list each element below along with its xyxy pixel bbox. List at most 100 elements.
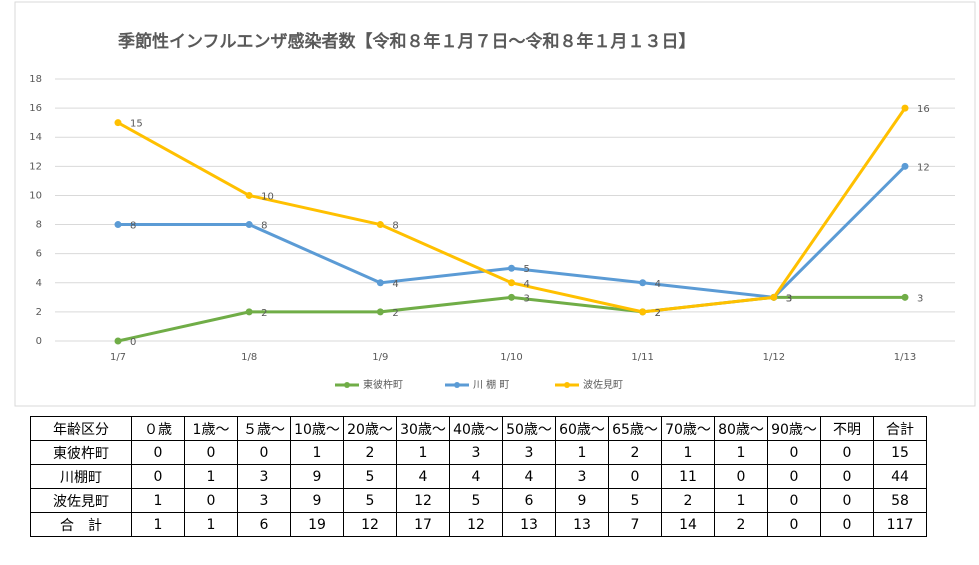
point-marker — [114, 337, 122, 345]
y-tick-label: 2 — [36, 307, 42, 318]
table-cell: 0 — [767, 512, 821, 537]
x-tick-label: 1/8 — [241, 352, 257, 363]
table-cell: 10歳～ — [290, 416, 344, 441]
y-tick-label: 8 — [36, 220, 42, 231]
point-marker — [508, 264, 515, 272]
data-label: 10 — [261, 191, 274, 202]
data-label: 3 — [786, 293, 792, 304]
table-cell: ５歳～ — [237, 416, 291, 441]
table-cell: 50歳～ — [502, 416, 556, 441]
point-marker — [114, 221, 122, 229]
table-cell: 1 — [396, 440, 450, 465]
legend-marker — [344, 382, 350, 388]
table-cell: 0 — [820, 440, 874, 465]
table-cell: ０歳 — [131, 416, 185, 441]
table-header: 年齢区分 ０歳 1歳～ ５歳～ 10歳～ 20歳～ 30歳～ 40歳～ 50歳～ 60歳～ 65歳～… — [30, 416, 927, 441]
table-cell: 0 — [184, 440, 238, 465]
data-label: 3 — [786, 293, 792, 304]
data-label: 0 — [130, 337, 136, 348]
table-cell: 30歳～ — [396, 416, 450, 441]
table-cell: 3 — [237, 464, 291, 489]
table-cell: 40歳～ — [449, 416, 503, 441]
table-cell: 12 — [396, 488, 450, 513]
table-cell: 5 — [449, 488, 503, 513]
table-cell: 4 — [502, 464, 556, 489]
x-tick-label: 1/10 — [500, 352, 522, 363]
table-cell: 14 — [661, 512, 715, 537]
data-label: 16 — [917, 104, 930, 115]
table-cell: 13 — [502, 512, 556, 537]
table-cell: 不明 — [820, 416, 874, 441]
table-cell: 6 — [237, 512, 291, 537]
table-cell: 9 — [555, 488, 609, 513]
table-row: 東彼杵町 0 0 0 1 2 1 3 3 1 2 1 1 0 0 15 — [30, 440, 927, 465]
table-cell: 1 — [290, 440, 344, 465]
legend-marker — [454, 382, 460, 388]
table-cell: 1 — [131, 488, 185, 513]
table-cell: 0 — [767, 464, 821, 489]
x-tick-label: 1/11 — [631, 352, 653, 363]
table-cell: 0 — [237, 440, 291, 465]
point-marker — [508, 279, 515, 287]
data-label: 15 — [130, 119, 143, 130]
y-tick-label: 16 — [29, 103, 42, 114]
point-marker — [901, 104, 909, 112]
table-cell: 80歳～ — [714, 416, 768, 441]
data-label: 4 — [524, 279, 530, 290]
table-cell: 1 — [555, 440, 609, 465]
point-marker — [245, 191, 253, 199]
table-cell: 60歳～ — [555, 416, 609, 441]
table-cell: 2 — [714, 512, 768, 537]
table-cell: 5 — [343, 464, 397, 489]
table-cell: 3 — [502, 440, 556, 465]
table-cell: 5 — [343, 488, 397, 513]
y-tick-label: 6 — [36, 249, 42, 260]
table-cell: 1歳～ — [184, 416, 238, 441]
data-label: 3 — [524, 293, 530, 304]
table-cell: 20歳～ — [343, 416, 397, 441]
point-marker — [114, 119, 122, 127]
table-cell: 0 — [131, 464, 185, 489]
table-row: 合 計 1 1 6 19 12 17 12 13 13 7 14 2 0 0 117 — [30, 512, 927, 537]
data-label: 12 — [917, 162, 930, 173]
table-cell: 2 — [661, 488, 715, 513]
table-cell: 0 — [820, 488, 874, 513]
data-label: 5 — [524, 264, 530, 275]
table-row: 川棚町 0 1 3 9 5 4 4 4 3 0 11 0 0 0 44 — [30, 464, 927, 489]
table-cell: 12 — [449, 512, 503, 537]
chart-frame — [14, 1, 976, 407]
table-cell: 13 — [555, 512, 609, 537]
table-cell: 2 — [608, 440, 662, 465]
table-cell: 58 — [873, 488, 927, 513]
table-cell: 川棚町 — [30, 464, 132, 489]
table-cell: 9 — [290, 488, 344, 513]
data-label: 8 — [392, 221, 398, 232]
legend-label: 波佐見町 — [583, 378, 623, 391]
chart: 季節性インフルエンザ感染者数【令和８年１月７日～令和８年１月１３日】 0 2 4 6 8… — [14, 1, 976, 407]
table-cell: 17 — [396, 512, 450, 537]
point-marker — [376, 308, 384, 316]
data-label: 8 — [130, 221, 136, 232]
table-cell: 4 — [449, 464, 503, 489]
y-tick-label: 14 — [29, 132, 42, 143]
table-cell: 6 — [502, 488, 556, 513]
x-tick-label: 1/7 — [110, 352, 126, 363]
table-cell: 4 — [396, 464, 450, 489]
point-marker — [901, 162, 909, 170]
table-cell: 3 — [449, 440, 503, 465]
table-cell: 1 — [714, 488, 768, 513]
point-marker — [245, 221, 253, 229]
data-label: 3 — [786, 293, 792, 304]
legend-marker — [564, 382, 570, 388]
table-cell: 1 — [714, 440, 768, 465]
table-cell: 0 — [820, 512, 874, 537]
table-cell: 0 — [767, 488, 821, 513]
data-label: 2 — [655, 308, 661, 319]
point-marker — [376, 221, 384, 229]
x-tick-label: 1/13 — [894, 352, 916, 363]
point-marker — [508, 293, 515, 301]
table-cell: 合 計 — [30, 512, 132, 537]
data-label: 2 — [655, 308, 661, 319]
data-label: 2 — [261, 308, 267, 319]
